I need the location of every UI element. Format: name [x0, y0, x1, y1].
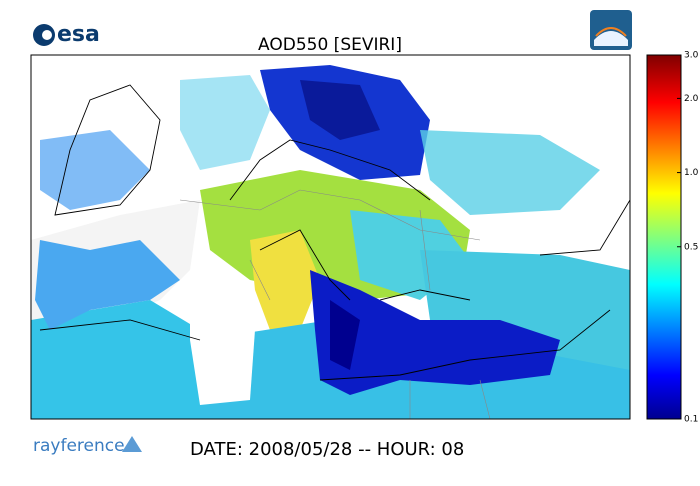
colorbar: 3.0 2.0 1.0 0.5 0.1	[646, 51, 699, 425]
colorbar-tick-label: 0.5	[684, 242, 698, 252]
app-icon	[590, 10, 632, 50]
colorbar-tick-label: 2.0	[684, 94, 699, 104]
esa-logo: esa	[33, 22, 100, 47]
map-frame	[30, 54, 631, 420]
rayference-logo: rayference	[33, 436, 142, 456]
aod-map	[31, 55, 630, 419]
colorbar-tick-label: 3.0	[684, 51, 699, 61]
colorbar-tick-label: 0.1	[684, 415, 698, 425]
colorbar-tick-label: 1.0	[684, 168, 699, 178]
map-title: AOD550 [SEVIRI]	[258, 35, 402, 55]
logo-text: rayference	[33, 436, 125, 456]
date-label: DATE: 2008/05/28 -- HOUR: 08	[190, 439, 464, 460]
colorbar-gradient	[646, 54, 682, 420]
logo-text: esa	[57, 22, 100, 47]
